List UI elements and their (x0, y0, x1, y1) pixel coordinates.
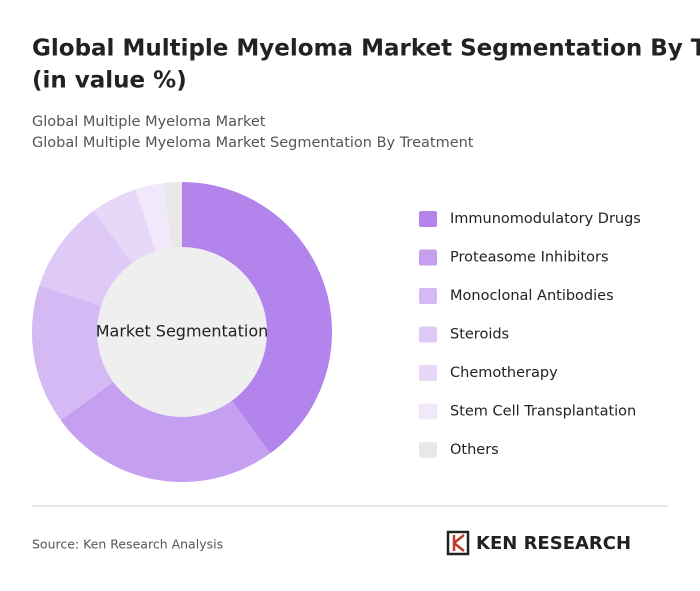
legend-label: Chemotherapy (450, 365, 558, 381)
legend-swatch (419, 288, 437, 304)
legend-swatch (419, 211, 437, 227)
subtitle: Global Multiple Myeloma Market (32, 114, 266, 130)
legend-label: Monoclonal Antibodies (450, 288, 614, 304)
logo: KEN RESEARCH (446, 530, 631, 556)
logo-text: KEN RESEARCH (476, 533, 631, 554)
chart-title: Global Multiple Myeloma Market Segmentat… (32, 36, 700, 62)
legend-label: Immunomodulatory Drugs (450, 211, 641, 227)
subtitle: Global Multiple Myeloma Market Segmentat… (32, 135, 474, 151)
legend-swatch (419, 442, 437, 458)
legend-swatch (419, 326, 437, 343)
logo-icon (452, 534, 465, 552)
chart-title: (in value %) (32, 68, 187, 94)
legend-swatch (419, 249, 437, 266)
logo-icon (446, 530, 470, 556)
source: Source: Ken Research Analysis (32, 537, 223, 552)
center-label: Market Segmentation (96, 322, 269, 341)
donut-hole (97, 247, 267, 417)
legend-label: Steroids (450, 327, 509, 343)
legend-label: Proteasome Inhibitors (450, 250, 609, 266)
legend-swatch (419, 365, 437, 381)
legend-label: Stem Cell Transplantation (450, 404, 636, 420)
legend-label: Others (450, 442, 499, 458)
legend-swatch (419, 403, 437, 420)
